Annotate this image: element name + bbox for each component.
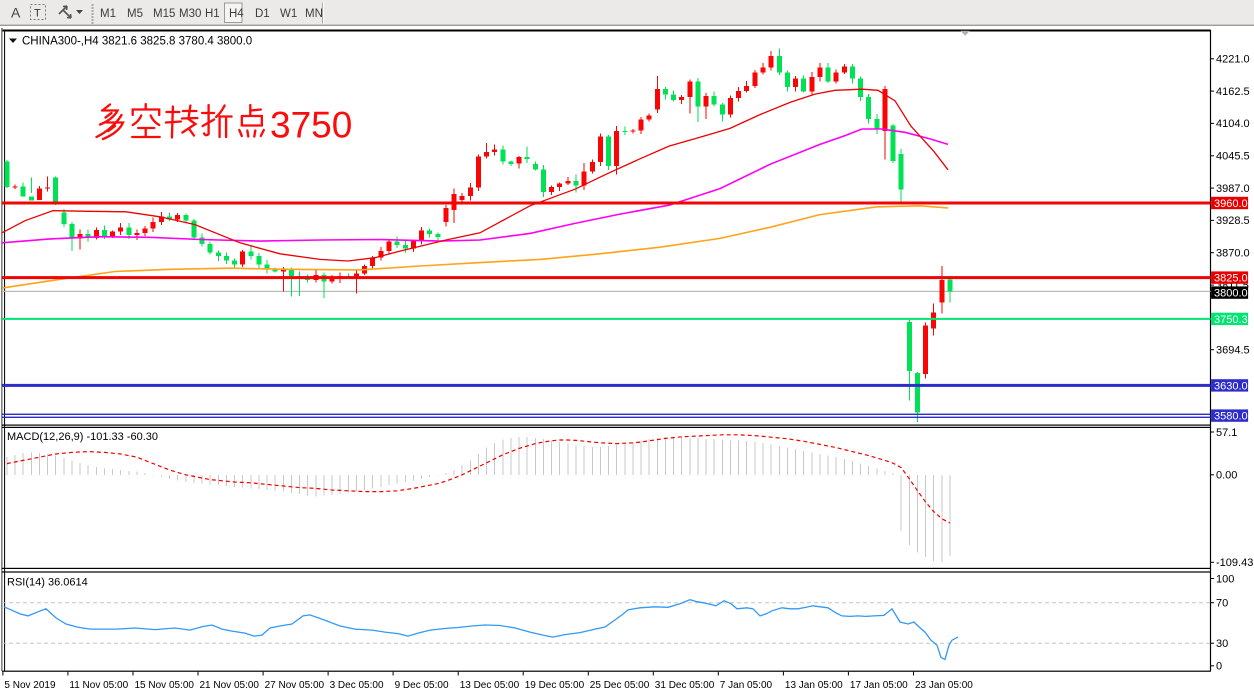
- svg-text:15 Nov 05:00: 15 Nov 05:00: [135, 680, 195, 691]
- svg-text:9 Dec 05:00: 9 Dec 05:00: [395, 680, 449, 691]
- svg-text:3750: 3750: [270, 105, 352, 146]
- svg-text:3870.0: 3870.0: [1216, 248, 1250, 260]
- svg-text:3960.0: 3960.0: [1214, 198, 1248, 210]
- svg-text:3750.3: 3750.3: [1214, 314, 1248, 326]
- svg-text:13 Dec 05:00: 13 Dec 05:00: [460, 680, 520, 691]
- svg-text:3580.0: 3580.0: [1214, 411, 1248, 423]
- svg-text:H1: H1: [205, 8, 220, 20]
- svg-text:19 Dec 05:00: 19 Dec 05:00: [525, 680, 585, 691]
- svg-text:4221.0: 4221.0: [1216, 54, 1250, 66]
- svg-text:5 Nov 2019: 5 Nov 2019: [4, 680, 56, 691]
- svg-text:100: 100: [1216, 573, 1234, 585]
- svg-text:25 Dec 05:00: 25 Dec 05:00: [590, 680, 650, 691]
- svg-text:D1: D1: [255, 8, 270, 20]
- svg-text:RSI(14) 36.0614: RSI(14) 36.0614: [7, 577, 88, 589]
- svg-text:MN: MN: [305, 8, 323, 20]
- svg-text:M1: M1: [100, 8, 116, 20]
- svg-text:M30: M30: [179, 8, 201, 20]
- svg-text:4104.0: 4104.0: [1216, 118, 1250, 130]
- svg-text:3800.0: 3800.0: [1214, 288, 1248, 300]
- svg-text:4045.5: 4045.5: [1216, 151, 1250, 163]
- svg-text:0.00: 0.00: [1216, 470, 1237, 482]
- svg-text:17 Jan 05:00: 17 Jan 05:00: [850, 680, 908, 691]
- svg-text:H4: H4: [229, 8, 244, 20]
- svg-text:3987.0: 3987.0: [1216, 183, 1250, 195]
- svg-text:MACD(12,26,9) -101.33 -60.30: MACD(12,26,9) -101.33 -60.30: [7, 431, 158, 443]
- svg-text:7 Jan 05:00: 7 Jan 05:00: [720, 680, 773, 691]
- svg-text:M15: M15: [153, 8, 175, 20]
- svg-text:57.1: 57.1: [1216, 427, 1237, 439]
- svg-text:CHINA300-,H4 3821.6 3825.8 37: CHINA300-,H4 3821.6 3825.8 3780.4 3800.0: [22, 36, 252, 48]
- svg-text:0: 0: [1216, 661, 1222, 673]
- svg-text:23 Jan 05:00: 23 Jan 05:00: [915, 680, 973, 691]
- svg-text:30: 30: [1216, 638, 1228, 650]
- svg-text:A: A: [11, 5, 21, 21]
- svg-text:-109.43: -109.43: [1216, 557, 1253, 569]
- svg-text:70: 70: [1216, 598, 1228, 610]
- svg-text:13 Jan 05:00: 13 Jan 05:00: [785, 680, 843, 691]
- svg-text:21 Nov 05:00: 21 Nov 05:00: [200, 680, 260, 691]
- svg-text:11 Nov 05:00: 11 Nov 05:00: [69, 680, 128, 691]
- svg-text:3630.0: 3630.0: [1214, 380, 1248, 392]
- svg-text:3928.5: 3928.5: [1216, 215, 1250, 227]
- svg-text:3825.0: 3825.0: [1214, 273, 1248, 285]
- svg-text:4162.5: 4162.5: [1216, 86, 1250, 98]
- svg-text:3694.5: 3694.5: [1216, 345, 1250, 357]
- svg-text:W1: W1: [280, 8, 297, 20]
- svg-text:M5: M5: [127, 8, 143, 20]
- svg-text:T: T: [34, 8, 41, 20]
- svg-text:31 Dec 05:00: 31 Dec 05:00: [655, 680, 715, 691]
- svg-text:27 Nov 05:00: 27 Nov 05:00: [265, 680, 325, 691]
- svg-text:3 Dec 05:00: 3 Dec 05:00: [330, 680, 384, 691]
